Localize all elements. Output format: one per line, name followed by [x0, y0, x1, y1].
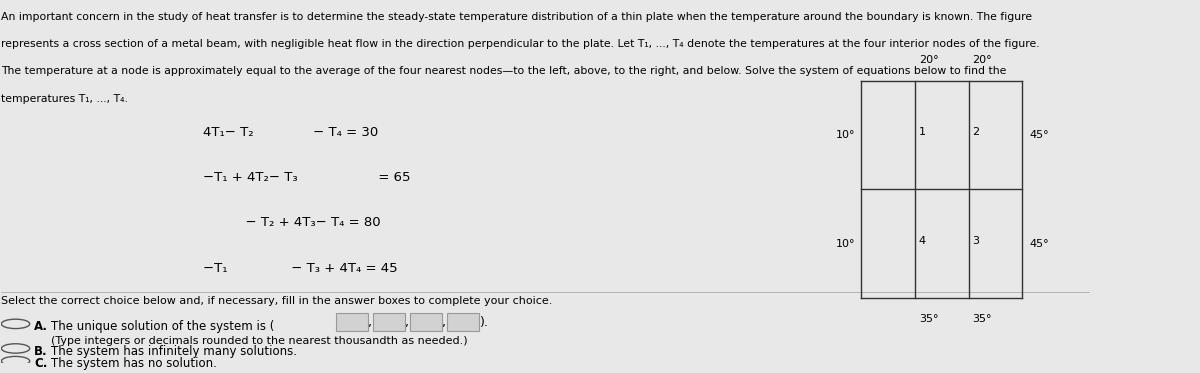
Text: 4T₁− T₂              − T₄ = 30: 4T₁− T₂ − T₄ = 30	[203, 126, 378, 139]
Text: C.: C.	[34, 357, 48, 370]
Text: The system has no solution.: The system has no solution.	[52, 357, 217, 370]
Text: Select the correct choice below and, if necessary, fill in the answer boxes to c: Select the correct choice below and, if …	[1, 296, 553, 306]
Text: B.: B.	[34, 345, 48, 358]
Text: temperatures T₁, ..., T₄.: temperatures T₁, ..., T₄.	[1, 94, 128, 104]
Text: 35°: 35°	[972, 314, 992, 324]
FancyBboxPatch shape	[446, 313, 479, 332]
Text: The system has infinitely many solutions.: The system has infinitely many solutions…	[52, 345, 298, 358]
Text: 20°: 20°	[972, 55, 992, 65]
Text: 2: 2	[972, 127, 979, 137]
Text: 1: 1	[918, 127, 925, 137]
Text: 45°: 45°	[1030, 239, 1049, 249]
Text: 20°: 20°	[919, 55, 938, 65]
FancyBboxPatch shape	[336, 313, 368, 332]
Text: ).: ).	[480, 316, 490, 329]
Text: An important concern in the study of heat transfer is to determine the steady-st: An important concern in the study of hea…	[1, 12, 1032, 22]
Text: ,: ,	[443, 316, 446, 329]
FancyBboxPatch shape	[409, 313, 443, 332]
Text: −T₁ + 4T₂− T₃                   = 65: −T₁ + 4T₂− T₃ = 65	[203, 171, 410, 184]
Text: 10°: 10°	[835, 130, 854, 140]
Text: (Type integers or decimals rounded to the nearest thousandth as needed.): (Type integers or decimals rounded to th…	[52, 336, 468, 346]
Text: − T₂ + 4T₃− T₄ = 80: − T₂ + 4T₃− T₄ = 80	[203, 216, 380, 229]
Text: 45°: 45°	[1030, 130, 1049, 140]
Text: 3: 3	[972, 236, 979, 246]
Text: The unique solution of the system is (: The unique solution of the system is (	[52, 320, 275, 333]
Text: ,: ,	[406, 316, 409, 329]
Text: A.: A.	[34, 320, 48, 333]
FancyBboxPatch shape	[373, 313, 406, 332]
Text: The temperature at a node is approximately equal to the average of the four near: The temperature at a node is approximate…	[1, 66, 1007, 76]
Text: 10°: 10°	[835, 239, 854, 249]
Text: 35°: 35°	[919, 314, 938, 324]
Text: 4: 4	[918, 236, 925, 246]
Text: represents a cross section of a metal beam, with negligible heat flow in the dir: represents a cross section of a metal be…	[1, 39, 1040, 49]
Text: ,: ,	[368, 316, 372, 329]
Text: −T₁               − T₃ + 4T₄ = 45: −T₁ − T₃ + 4T₄ = 45	[203, 262, 397, 275]
